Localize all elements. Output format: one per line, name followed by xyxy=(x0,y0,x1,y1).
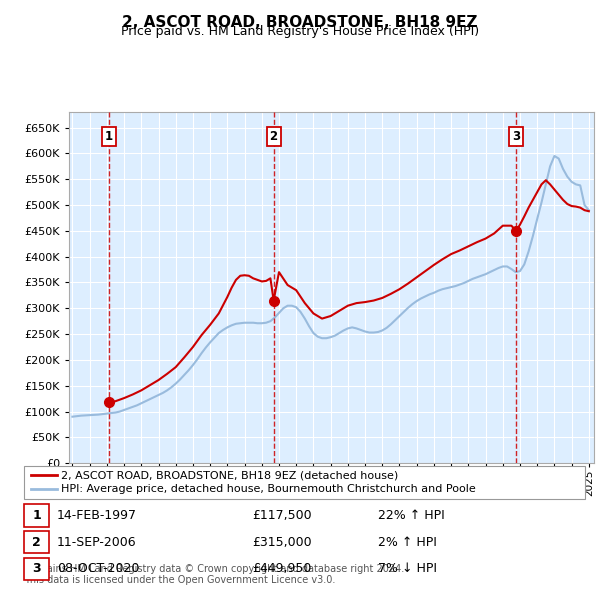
Text: £449,950: £449,950 xyxy=(252,562,311,575)
Text: 2, ASCOT ROAD, BROADSTONE, BH18 9EZ (detached house): 2, ASCOT ROAD, BROADSTONE, BH18 9EZ (det… xyxy=(61,470,398,480)
Text: 2% ↑ HPI: 2% ↑ HPI xyxy=(378,536,437,549)
Text: 2: 2 xyxy=(32,536,41,549)
Text: HPI: Average price, detached house, Bournemouth Christchurch and Poole: HPI: Average price, detached house, Bour… xyxy=(61,484,476,494)
Text: 1: 1 xyxy=(32,509,41,522)
Text: 11-SEP-2006: 11-SEP-2006 xyxy=(57,536,137,549)
Text: Contains HM Land Registry data © Crown copyright and database right 2024.
This d: Contains HM Land Registry data © Crown c… xyxy=(24,563,404,585)
Text: 3: 3 xyxy=(32,562,41,575)
Text: 7% ↓ HPI: 7% ↓ HPI xyxy=(378,562,437,575)
Text: 22% ↑ HPI: 22% ↑ HPI xyxy=(378,509,445,522)
Text: 3: 3 xyxy=(512,130,520,143)
Text: 1: 1 xyxy=(105,130,113,143)
Text: Price paid vs. HM Land Registry's House Price Index (HPI): Price paid vs. HM Land Registry's House … xyxy=(121,25,479,38)
Text: £315,000: £315,000 xyxy=(252,536,311,549)
Text: 2: 2 xyxy=(269,130,278,143)
Text: £117,500: £117,500 xyxy=(252,509,311,522)
Text: 14-FEB-1997: 14-FEB-1997 xyxy=(57,509,137,522)
Text: 2, ASCOT ROAD, BROADSTONE, BH18 9EZ: 2, ASCOT ROAD, BROADSTONE, BH18 9EZ xyxy=(122,15,478,30)
Text: 08-OCT-2020: 08-OCT-2020 xyxy=(57,562,139,575)
